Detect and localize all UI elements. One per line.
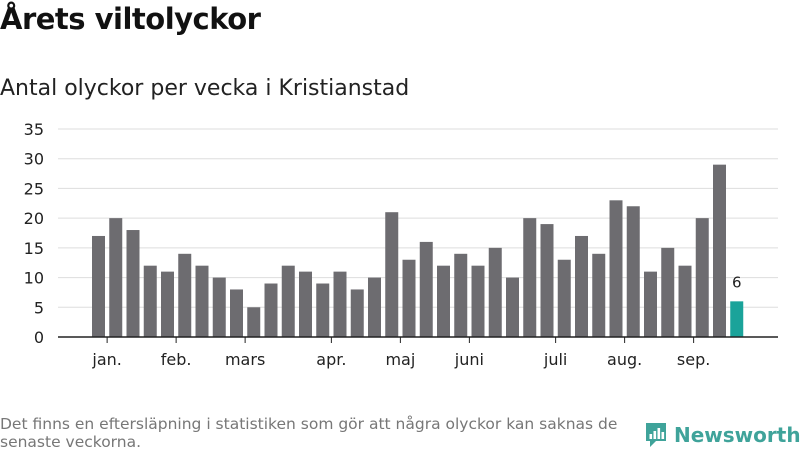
bar (626, 206, 640, 337)
bar (385, 212, 399, 337)
bar (575, 235, 588, 337)
bar (161, 271, 174, 337)
bar (609, 200, 623, 337)
y-tick-label: 0 (34, 328, 44, 347)
x-tick-label: jan. (91, 350, 121, 369)
bar (471, 265, 485, 337)
bar (713, 164, 726, 337)
y-tick-label: 15 (24, 239, 44, 258)
bar (195, 265, 209, 337)
bar (454, 253, 468, 337)
bar (109, 218, 123, 337)
bar (592, 253, 606, 337)
bar (695, 218, 709, 337)
bar (557, 259, 571, 337)
bar (230, 289, 243, 337)
bar (523, 218, 537, 337)
bar (644, 271, 657, 337)
bar (299, 271, 312, 337)
x-tick-label: mars (225, 350, 265, 369)
y-tick-label: 5 (34, 298, 44, 317)
bar (264, 283, 278, 337)
bar (178, 253, 192, 337)
bar (143, 265, 157, 337)
bar (281, 265, 295, 337)
bar (368, 277, 381, 337)
y-tick-label: 35 (24, 120, 44, 139)
bar (506, 277, 519, 337)
bar (419, 241, 433, 337)
bar (126, 230, 140, 337)
brand-logo: Newsworthy (644, 420, 800, 450)
bar (92, 235, 105, 337)
bar (661, 247, 675, 337)
x-tick-label: feb. (161, 350, 192, 369)
x-tick-label: juni (454, 350, 484, 369)
x-tick-label: aug. (607, 350, 642, 369)
y-tick-label: 30 (24, 150, 44, 169)
bar (350, 289, 364, 337)
bar (437, 265, 450, 337)
bar (488, 247, 502, 337)
newsworthy-logo-icon (646, 423, 666, 447)
brand-name: Newsworthy (674, 423, 800, 447)
x-tick-label: sep. (677, 350, 710, 369)
y-tick-label: 10 (24, 269, 44, 288)
data-label: 6 (732, 273, 742, 291)
highlight-bar (730, 301, 744, 337)
bar (333, 271, 347, 337)
chart-title: Årets viltolyckor (0, 2, 261, 36)
bar (678, 265, 692, 337)
bar (540, 224, 554, 337)
footnote: Det finns en eftersläpning i statistiken… (0, 415, 618, 451)
x-tick-label: maj (385, 350, 415, 369)
bar-chart: 0 5 10 15 20 25 30 35 6 jan. feb. mars apr. maj juni ju… (24, 120, 778, 369)
x-tick-label: apr. (316, 350, 346, 369)
bar (212, 277, 226, 337)
bar (402, 259, 416, 337)
y-tick-label: 20 (24, 209, 44, 228)
y-tick-label: 25 (24, 179, 44, 198)
bar (247, 307, 261, 337)
x-tick-label: juli (543, 350, 567, 369)
bar (316, 283, 330, 337)
chart-subtitle: Antal olyckor per vecka i Kristianstad (0, 76, 410, 101)
